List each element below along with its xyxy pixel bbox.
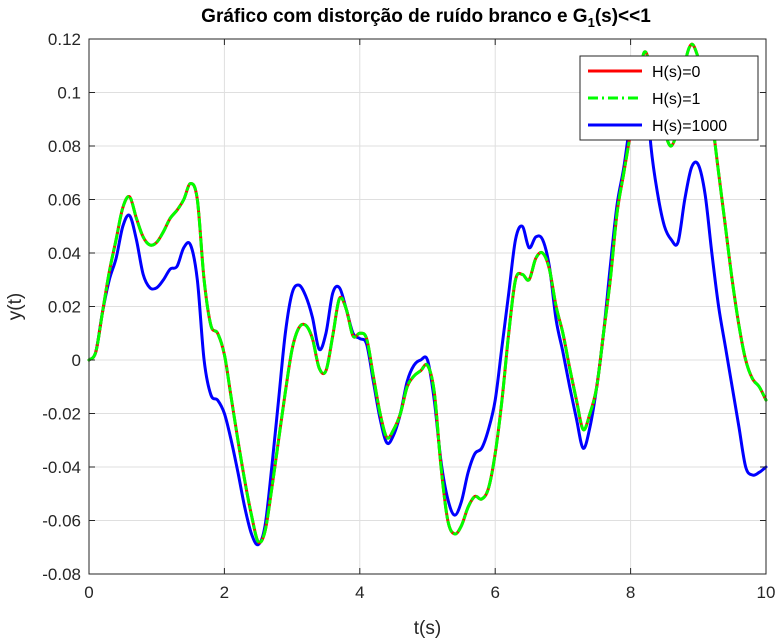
legend: H(s)=0 H(s)=1 H(s)=1000 (579, 55, 759, 141)
x-axis-label: t(s) (414, 618, 441, 639)
chart-title: Gráfico com distorção de ruído branco e … (201, 6, 651, 30)
y-tick-label: 0.06 (48, 191, 81, 210)
y-tick-label: 0 (72, 351, 81, 370)
series-line-h-s-1000 (87, 55, 768, 547)
x-tick-label: 6 (490, 583, 499, 602)
y-tick-label: -0.04 (42, 458, 81, 477)
chart-title-subscript: 1 (588, 15, 595, 30)
x-tick-label: 8 (626, 583, 635, 602)
chart-title-suffix: (s)<<1 (595, 6, 651, 27)
x-axis-ticks: 0 2 4 6 8 10 (84, 39, 775, 602)
y-tick-label: -0.02 (42, 405, 81, 424)
y-tick-label: 0.02 (48, 298, 81, 317)
legend-label-h-s-1: H(s)=1 (652, 91, 701, 108)
y-axis-ticks: -0.08 -0.06 -0.04 -0.02 0 0.02 0.04 0.06 0.08 0.1… (42, 30, 766, 584)
x-tick-label: 2 (220, 583, 229, 602)
y-tick-label: -0.08 (42, 565, 81, 584)
y-tick-label: 0.12 (48, 30, 81, 49)
legend-label-h-s-1000: H(s)=1000 (652, 118, 727, 135)
series-line-h-s-1 (87, 42, 768, 545)
x-tick-label: 10 (757, 583, 776, 602)
y-tick-label: -0.06 (42, 512, 81, 531)
x-tick-label: 4 (355, 583, 364, 602)
x-tick-label: 0 (84, 583, 93, 602)
y-axis-label: y(t) (5, 293, 26, 320)
chart-title-main: Gráfico com distorção de ruído branco e … (201, 6, 587, 27)
legend-label-h-s-0: H(s)=0 (652, 64, 701, 81)
y-tick-label: 0.1 (57, 84, 81, 103)
y-tick-label: 0.08 (48, 137, 81, 156)
y-tick-label: 0.04 (48, 244, 81, 263)
